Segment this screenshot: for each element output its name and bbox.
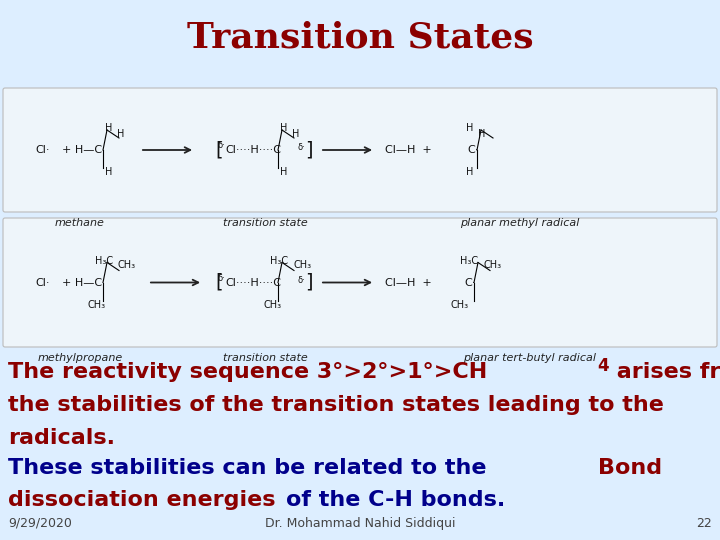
Text: 9/29/2020: 9/29/2020 (8, 517, 72, 530)
Text: δ·: δ· (297, 144, 305, 152)
Text: CH₃: CH₃ (451, 300, 469, 309)
Text: CH₃: CH₃ (118, 260, 136, 269)
Text: H: H (292, 129, 300, 139)
Text: transition state: transition state (222, 218, 307, 228)
Text: + H—C: + H—C (62, 278, 102, 287)
Text: transition state: transition state (222, 353, 307, 363)
Text: C·: C· (464, 278, 475, 287)
Text: Cl·: Cl· (35, 145, 50, 155)
Text: Cl·: Cl· (35, 278, 50, 287)
Text: Cl—H  +: Cl—H + (385, 145, 432, 155)
Text: H: H (105, 123, 113, 133)
Text: H: H (105, 167, 113, 177)
Text: δ·: δ· (218, 274, 226, 283)
Text: + H—C: + H—C (62, 145, 102, 155)
Text: CH₃: CH₃ (264, 300, 282, 309)
Text: the stabilities of the transition states leading to the: the stabilities of the transition states… (8, 395, 664, 415)
Text: CH₃: CH₃ (293, 260, 311, 269)
Text: H: H (467, 123, 474, 133)
Text: Dr. Mohammad Nahid Siddiqui: Dr. Mohammad Nahid Siddiqui (265, 517, 455, 530)
Text: H₃C: H₃C (460, 255, 478, 266)
Text: 4: 4 (597, 357, 608, 375)
Text: dissociation energies: dissociation energies (8, 490, 283, 510)
Text: methane: methane (55, 218, 105, 228)
Text: arises from: arises from (609, 362, 720, 382)
Text: radicals.: radicals. (8, 428, 115, 448)
Text: H: H (478, 129, 486, 139)
Text: δ·: δ· (218, 141, 226, 151)
Text: H: H (467, 167, 474, 177)
Text: planar methyl radical: planar methyl radical (460, 218, 580, 228)
Text: Cl—H  +: Cl—H + (385, 278, 432, 287)
Text: ]: ] (305, 140, 312, 159)
Text: Cl····H····C: Cl····H····C (225, 278, 281, 287)
Text: δ·: δ· (297, 276, 305, 285)
Text: CH₃: CH₃ (88, 300, 106, 309)
Text: H: H (280, 167, 288, 177)
Text: CH₃: CH₃ (483, 260, 501, 269)
Text: Transition States: Transition States (186, 20, 534, 54)
Text: Bond: Bond (598, 458, 662, 478)
Text: C·: C· (467, 145, 478, 155)
Text: H₃C: H₃C (95, 255, 113, 266)
Text: H₃C: H₃C (270, 255, 288, 266)
Text: ]: ] (305, 273, 312, 292)
FancyBboxPatch shape (3, 88, 717, 212)
Text: methylpropane: methylpropane (37, 353, 122, 363)
Text: Cl····H····C: Cl····H····C (225, 145, 281, 155)
Text: of the C-H bonds.: of the C-H bonds. (286, 490, 505, 510)
Text: H: H (280, 123, 288, 133)
Text: The reactivity sequence 3°>2°>1°>CH: The reactivity sequence 3°>2°>1°>CH (8, 362, 487, 382)
FancyBboxPatch shape (3, 218, 717, 347)
Text: [: [ (215, 140, 222, 159)
Text: These stabilities can be related to the: These stabilities can be related to the (8, 458, 494, 478)
Text: H: H (117, 129, 125, 139)
Text: 22: 22 (696, 517, 712, 530)
Text: [: [ (215, 273, 222, 292)
Text: planar tert-butyl radical: planar tert-butyl radical (464, 353, 596, 363)
